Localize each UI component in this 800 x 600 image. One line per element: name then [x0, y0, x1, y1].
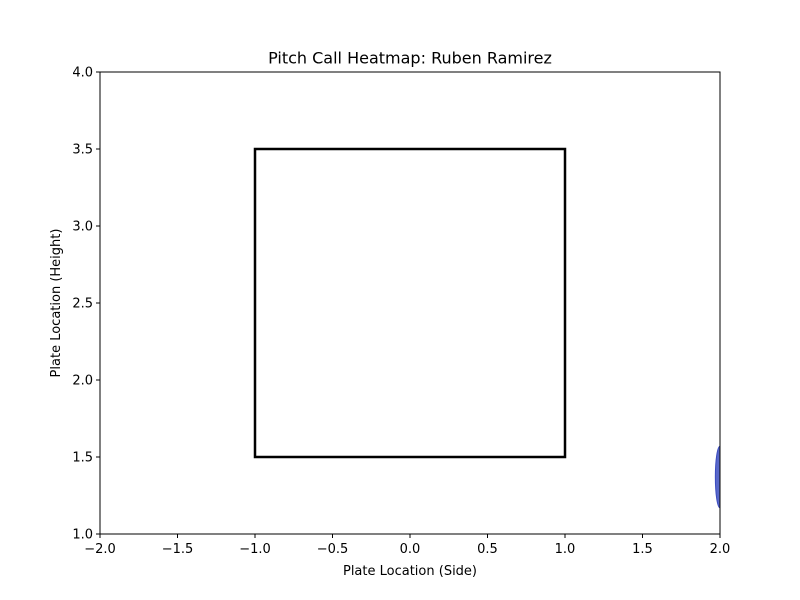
- y-tick-label: 1.0: [72, 528, 93, 543]
- strike-zone: [253, 147, 567, 459]
- x-axis-label: Plate Location (Side): [343, 564, 477, 579]
- x-tick-label: 2.0: [710, 542, 731, 557]
- x-tick-label: 0.0: [400, 542, 421, 557]
- x-tick-label: 1.0: [555, 542, 576, 557]
- x-tick-label: 0.5: [477, 542, 498, 557]
- x-tick-label: −1.0: [239, 542, 271, 557]
- x-tick-label: −2.0: [84, 542, 116, 557]
- x-tick-label: −0.5: [317, 542, 349, 557]
- y-axis: 1.0 1.5 2.0 2.5 3.0 3.5 4.0: [72, 66, 100, 543]
- y-tick-label: 3.5: [72, 143, 93, 158]
- chart-title: Pitch Call Heatmap: Ruben Ramirez: [268, 49, 552, 68]
- y-tick-label: 2.5: [72, 297, 93, 312]
- x-tick-label: 1.5: [632, 542, 653, 557]
- y-tick-label: 4.0: [72, 66, 93, 81]
- x-tick-label: −1.5: [162, 542, 194, 557]
- plot-frame: [99, 71, 721, 535]
- x-axis: −2.0 −1.5 −1.0 −0.5 0.0 0.5 1.0 1.5 2.0: [84, 534, 730, 557]
- y-axis-label: Plate Location (Height): [49, 229, 64, 378]
- y-tick-label: 2.0: [72, 374, 93, 389]
- y-tick-label: 1.5: [72, 451, 93, 466]
- y-tick-label: 3.0: [72, 220, 93, 235]
